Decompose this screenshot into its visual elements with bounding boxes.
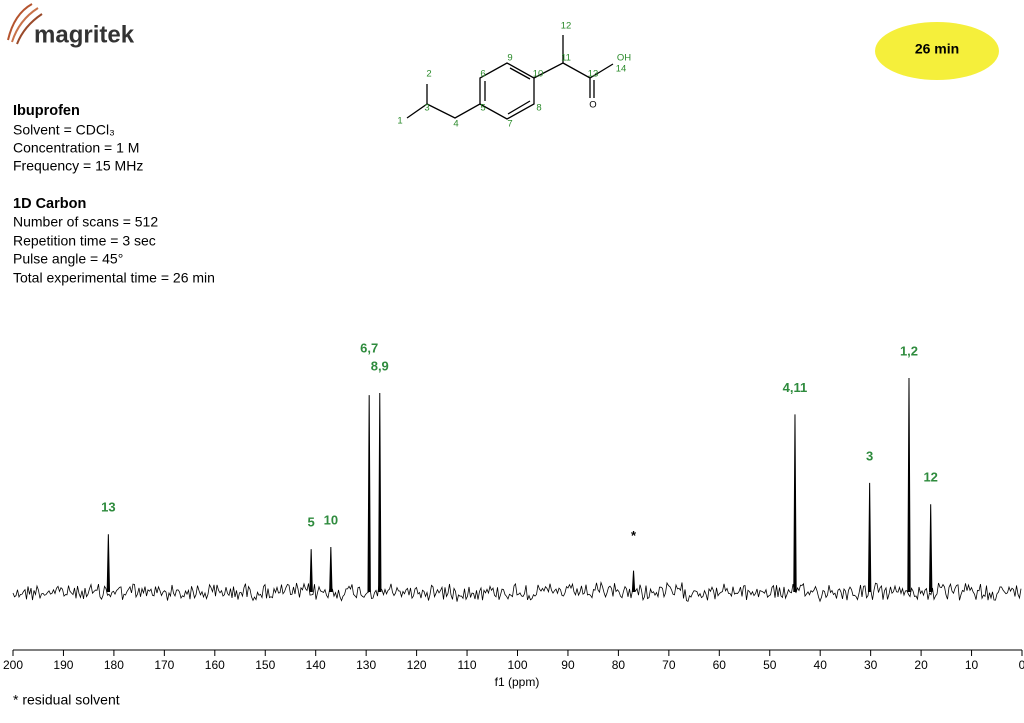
x-tick-label: 60 — [713, 658, 727, 672]
x-tick-label: 120 — [407, 658, 427, 672]
x-tick-label: 160 — [205, 658, 225, 672]
logo-text: magritek — [34, 21, 135, 48]
x-tick-label: 150 — [255, 658, 275, 672]
logo-swoosh — [16, 13, 43, 45]
x-tick-label: 70 — [662, 658, 676, 672]
peak — [329, 547, 333, 593]
atom-label: 4 — [453, 119, 458, 130]
footnote: * residual solvent — [13, 692, 120, 708]
peak-label: 3 — [866, 448, 873, 463]
peak-label: 5 — [308, 515, 315, 530]
x-tick-label: 170 — [154, 658, 174, 672]
atom-label: 14 — [616, 64, 627, 75]
atom-label: 3 — [424, 103, 429, 114]
x-tick-label: 200 — [3, 658, 23, 672]
atom-label: 11 — [561, 53, 571, 64]
peak — [793, 414, 797, 593]
atom-label: 9 — [507, 53, 512, 64]
atom-label: 8 — [536, 103, 541, 114]
peak — [867, 482, 872, 593]
peak — [907, 377, 911, 593]
peak-label: 12 — [923, 470, 937, 485]
badge — [875, 22, 999, 80]
peak — [309, 549, 313, 593]
x-tick-label: 50 — [763, 658, 777, 672]
x-tick-label: 80 — [612, 658, 626, 672]
bonds — [406, 35, 614, 120]
peak-label: 4,11 — [783, 380, 808, 395]
peak-label: 10 — [324, 512, 338, 527]
atom-label: 10 — [533, 69, 544, 80]
peak — [367, 395, 371, 593]
peak — [106, 534, 111, 593]
x-tick-label: 110 — [457, 658, 476, 672]
peak-label: 1,2 — [900, 343, 918, 358]
baseline-noise — [12, 581, 1022, 603]
peak-label: 13 — [101, 500, 115, 515]
atom-label: 1 — [397, 116, 402, 127]
x-tick-label: 180 — [104, 658, 124, 672]
info-line: Solvent = CDCl₃ — [13, 122, 115, 138]
peak — [378, 392, 382, 593]
info-line: Frequency = 15 MHz — [13, 158, 143, 174]
logo: magritek — [7, 3, 135, 48]
x-axis-label: f1 (ppm) — [495, 675, 540, 689]
atom-label: 6 — [480, 69, 485, 80]
atom-label: 2 — [426, 69, 431, 80]
atom-label: 7 — [507, 119, 512, 130]
x-tick-label: 90 — [561, 658, 575, 672]
atom-label: O — [589, 100, 596, 111]
info-line: Total experimental time = 26 min — [13, 270, 215, 286]
info-line: Repetition time = 3 sec — [13, 233, 156, 249]
experiment-title: 1D Carbon — [13, 196, 86, 212]
info-line: Concentration = 1 M — [13, 140, 139, 156]
info-line: Pulse angle = 45° — [13, 251, 123, 267]
x-tick-label: 140 — [306, 658, 326, 672]
logo-swoosh — [11, 7, 39, 43]
x-tick-label: 10 — [965, 658, 979, 672]
x-tick-label: 40 — [814, 658, 828, 672]
x-tick-label: 30 — [864, 658, 878, 672]
x-tick-label: 190 — [53, 658, 73, 672]
logo-swoosh — [7, 3, 33, 41]
atom-label: 13 — [588, 69, 599, 80]
sample-title: Ibuprofen — [13, 103, 80, 119]
peak-label: 6,7 — [360, 341, 378, 356]
atom-label: OH — [617, 53, 631, 64]
peak-label: * — [631, 528, 637, 543]
info-line: Number of scans = 512 — [13, 214, 158, 230]
atom-label: 12 — [561, 21, 572, 32]
peak-label: 8,9 — [371, 358, 389, 373]
atom-label: 5 — [480, 103, 485, 114]
x-tick-label: 130 — [356, 658, 376, 672]
molecule: 1 2 3 4 5 6 7 8 9 10 11 12 13 14 OH O — [397, 21, 631, 130]
x-tick-label: 0 — [1019, 658, 1024, 672]
x-tick-label: 20 — [914, 658, 928, 672]
peak — [928, 504, 933, 593]
badge-text: 26 min — [915, 41, 959, 57]
peak — [631, 570, 636, 593]
x-tick-label: 100 — [507, 658, 527, 672]
